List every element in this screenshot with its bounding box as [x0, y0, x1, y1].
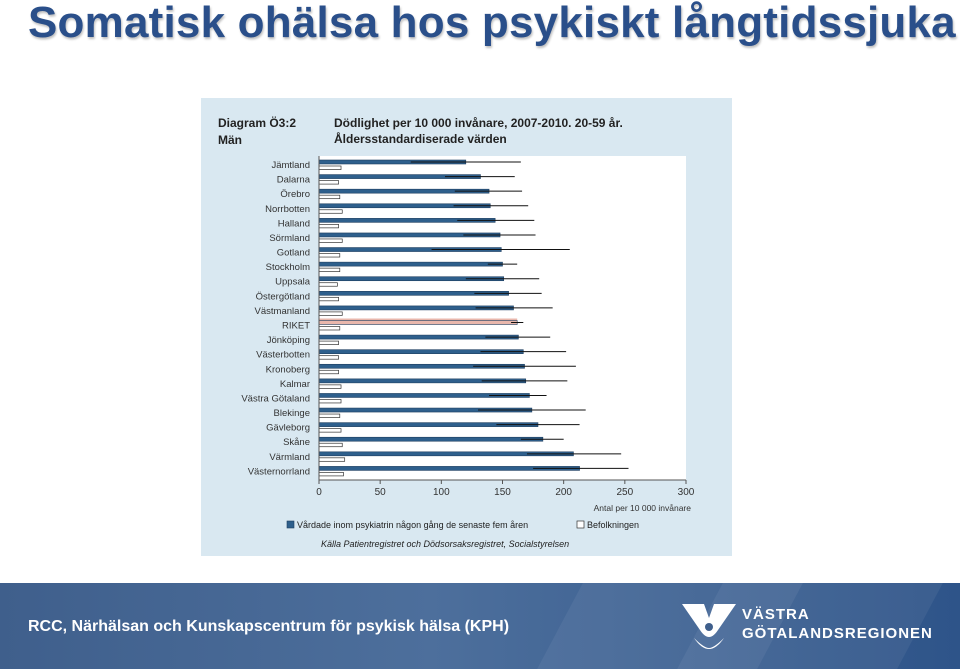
bar-psychiatric: [318, 320, 518, 325]
bar-population: [318, 311, 343, 316]
bar-population: [318, 296, 339, 302]
x-tick-label: 50: [375, 487, 387, 498]
bar-population: [318, 384, 342, 389]
bar-population: [318, 413, 341, 418]
category-label: Sörmland: [269, 233, 310, 244]
bar-population: [318, 194, 341, 200]
slide-title: Somatisk ohälsa hos psykiskt långtidssju…: [28, 0, 956, 47]
category-label: Västmanland: [255, 306, 310, 317]
x-tick-label: 250: [616, 487, 633, 498]
chart-source: Källa Patientregistret och Dödsorsaksreg…: [321, 539, 569, 549]
legend-label-psychiatric: Vårdade inom psykiatrin någon gång de se…: [297, 520, 528, 530]
bar-population: [318, 428, 342, 433]
category-label: Kronoberg: [266, 364, 310, 375]
category-label: Norrbotten: [265, 204, 310, 215]
bar-population: [318, 224, 339, 229]
category-label: Kalmar: [280, 379, 310, 390]
category-label: Halland: [278, 218, 310, 229]
x-tick-label: 300: [678, 487, 695, 498]
category-label: Jämtland: [271, 160, 310, 171]
category-label: Uppsala: [275, 277, 311, 288]
legend-swatch-population: [576, 520, 585, 529]
bar-population: [318, 355, 339, 360]
category-label: Jönköping: [267, 335, 310, 346]
diagram-label: Diagram Ö3:2: [218, 115, 296, 130]
bar-population: [318, 282, 338, 287]
x-tick-label: 200: [555, 487, 572, 498]
bar-population: [318, 326, 341, 331]
category-label: Västerbotten: [256, 350, 310, 361]
bar-psychiatric: [318, 436, 544, 442]
category-label: Värmland: [269, 452, 310, 463]
chart-panel: Diagram Ö3:2 Män Dödlighet per 10 000 invå…: [201, 98, 732, 556]
chart-title: Dödlighet per 10 000 invånare, 2007-2010…: [334, 116, 623, 130]
legend-swatch-psychiatric: [286, 520, 295, 529]
category-label: Stockholm: [266, 262, 310, 273]
logo-emblem-icon: [682, 604, 736, 649]
category-label: Örebro: [280, 189, 310, 200]
vastra-gotalandsregionen-logo[interactable]: VÄSTRA GÖTALANDSREGIONEN: [680, 600, 950, 655]
category-label: Gävleborg: [266, 423, 310, 434]
legend-label-population: Befolkningen: [587, 520, 639, 530]
x-tick-label: 150: [494, 487, 511, 498]
category-label: Västernorrland: [248, 466, 310, 477]
bar-population: [318, 267, 341, 272]
footer-text: RCC, Närhälsan och Kunskapscentrum för p…: [28, 618, 510, 635]
bar-population: [318, 238, 343, 243]
category-label: Skåne: [283, 437, 310, 448]
bar-population: [318, 472, 344, 477]
logo-line-2: GÖTALANDSREGIONEN: [742, 625, 933, 642]
bar-population: [318, 209, 343, 214]
x-tick-label: 100: [433, 487, 450, 498]
x-tick-label: 0: [316, 487, 322, 498]
bar-population: [318, 442, 343, 448]
category-label: RIKET: [282, 321, 310, 332]
bar-population: [318, 369, 339, 375]
x-axis-label: Antal per 10 000 invånare: [594, 503, 692, 513]
chart-subtitle: Åldersstandardiserade värden: [334, 131, 507, 146]
mortality-bar-chart: Diagram Ö3:2 Män Dödlighet per 10 000 invå…: [218, 115, 695, 549]
category-label: Dalarna: [277, 175, 311, 186]
bar-population: [318, 165, 342, 170]
bar-population: [318, 180, 339, 185]
category-label: Västra Götaland: [241, 393, 310, 404]
category-label: Gotland: [277, 248, 310, 259]
bar-population: [318, 253, 341, 258]
bar-population: [318, 399, 342, 404]
bar-population: [318, 340, 339, 345]
category-label: Östergötland: [256, 291, 310, 302]
bar-population: [318, 457, 346, 462]
diagram-sublabel: Män: [218, 133, 242, 147]
logo-line-1: VÄSTRA: [742, 606, 810, 623]
category-label: Blekinge: [274, 408, 310, 419]
bar-psychiatric: [318, 261, 503, 267]
footer-bar: RCC, Närhälsan och Kunskapscentrum för p…: [0, 583, 960, 669]
